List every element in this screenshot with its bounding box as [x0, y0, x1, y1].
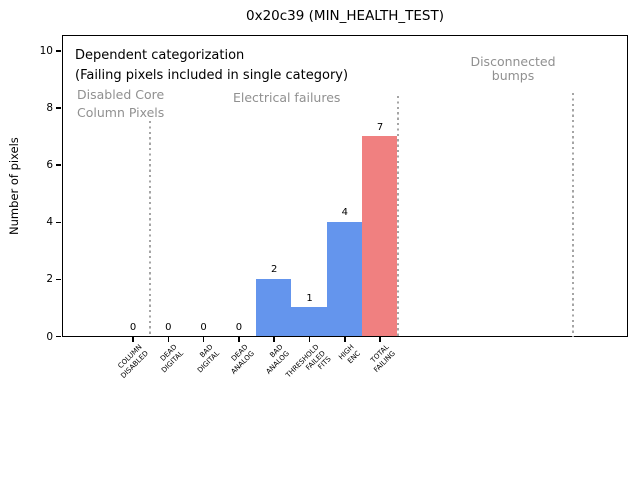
- bar-value-label: 0: [165, 321, 172, 333]
- bar-value-label: 0: [235, 321, 243, 333]
- y-tick-mark: [56, 164, 61, 166]
- y-tick-label: 2: [46, 273, 53, 286]
- chart-annotation: Disabled Core Column Pixels: [77, 87, 165, 120]
- bar-value-label: 1: [306, 292, 313, 304]
- chart-annotation: Electrical failures: [233, 90, 341, 105]
- x-tick-mark: [167, 337, 170, 342]
- chart-annotation: Dependent categorization: [75, 48, 245, 63]
- region-separator-line: [572, 93, 574, 337]
- y-tick-mark: [56, 221, 61, 224]
- y-tick-mark: [56, 335, 61, 338]
- chart-annotation: (Failing pixels included in single categ…: [75, 68, 349, 83]
- bar: [326, 221, 362, 336]
- bar-value-label: 0: [200, 321, 207, 333]
- region-separator-line: [149, 121, 151, 337]
- bar: [291, 307, 327, 336]
- plot-area: Dependent categorization (Failing pixels …: [62, 35, 628, 337]
- y-tick-label: 6: [46, 159, 53, 172]
- y-tick-label: 10: [39, 45, 53, 57]
- x-tick-mark: [273, 337, 275, 342]
- chart-title: 0x20c39 (MIN_HEALTH_TEST): [246, 8, 444, 24]
- y-tick-mark: [56, 278, 61, 281]
- y-tick-label: 8: [46, 102, 53, 115]
- x-tick-mark: [238, 337, 240, 342]
- x-tick-mark: [132, 337, 134, 342]
- chart-annotation: Disconnected bumps: [470, 54, 556, 83]
- x-tick-mark: [379, 337, 381, 342]
- bar: [256, 278, 292, 336]
- y-tick-label: 0: [46, 330, 53, 343]
- bar: [361, 136, 398, 336]
- x-tick-mark: [344, 337, 346, 342]
- x-tick-mark: [308, 337, 311, 342]
- y-tick-label: 4: [46, 216, 53, 229]
- bar-value-label: 7: [376, 121, 384, 133]
- x-tick-mark: [202, 337, 205, 342]
- y-tick-mark: [56, 107, 61, 109]
- bar-value-label: 2: [271, 264, 278, 276]
- bar-value-label: 4: [341, 207, 348, 219]
- bar-value-label: 0: [129, 321, 137, 333]
- y-axis-label: Number of pixels: [7, 137, 21, 235]
- region-separator-line: [397, 96, 399, 337]
- y-tick-mark: [56, 50, 61, 52]
